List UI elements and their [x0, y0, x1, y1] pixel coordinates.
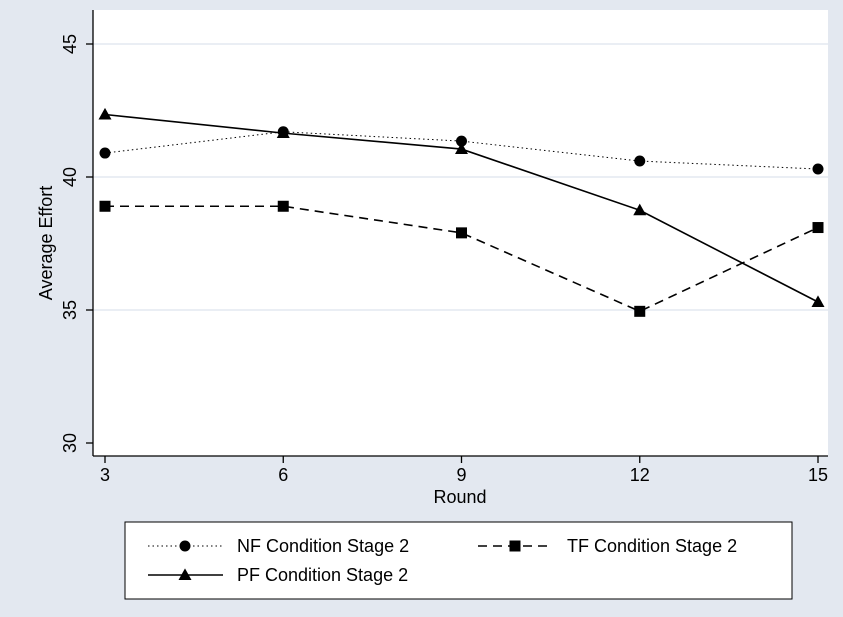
legend-box — [124, 521, 793, 600]
data-point — [634, 305, 646, 317]
data-point — [99, 200, 111, 212]
legend-marker — [178, 568, 192, 580]
data-point — [812, 163, 824, 175]
data-point — [99, 147, 111, 159]
y-axis-title: Average Effort — [36, 186, 56, 300]
legend-label: TF Condition Stage 2 — [567, 536, 737, 556]
legend-entry: TF Condition Stage 2 — [478, 536, 737, 556]
legend-marker — [179, 540, 191, 552]
y-tick-label: 35 — [60, 300, 80, 320]
legend-marker — [509, 540, 521, 552]
x-tick-label: 15 — [808, 465, 828, 485]
legend-entry: NF Condition Stage 2 — [148, 536, 409, 556]
data-point — [455, 142, 468, 155]
legend: NF Condition Stage 2 TF Condition Stage 2… — [124, 521, 793, 600]
x-tick-label: 3 — [100, 465, 110, 485]
data-point — [277, 200, 289, 212]
data-point — [456, 135, 467, 147]
data-point — [634, 155, 646, 167]
series-2 — [98, 107, 825, 307]
y-tick-label: 40 — [60, 167, 80, 187]
data-point — [98, 107, 112, 120]
y-tick-label: 30 — [60, 433, 80, 453]
data-point — [633, 203, 647, 216]
y-tick-label: 45 — [60, 34, 80, 54]
x-axis-title: Round — [433, 487, 486, 507]
axes — [92, 10, 828, 457]
gridlines — [93, 43, 828, 311]
x-tick-label: 6 — [278, 465, 288, 485]
x-tick-label: 12 — [630, 465, 650, 485]
x-tick-label: 9 — [456, 465, 466, 485]
series-0 — [99, 126, 824, 175]
legend-entries: NF Condition Stage 2 TF Condition Stage 2… — [148, 536, 737, 585]
series-line — [105, 205, 819, 313]
legend-label: NF Condition Stage 2 — [237, 536, 409, 556]
data-point — [276, 126, 290, 139]
data-point — [812, 222, 824, 234]
legend-label: PF Condition Stage 2 — [237, 565, 408, 585]
data-point — [456, 227, 467, 239]
legend-entry: PF Condition Stage 2 — [148, 565, 408, 585]
axis-ticks: 30 35 40 45 3 6 9 12 15 — [60, 34, 828, 485]
data-point — [811, 295, 825, 307]
series-1 — [99, 200, 824, 317]
series — [98, 107, 825, 317]
